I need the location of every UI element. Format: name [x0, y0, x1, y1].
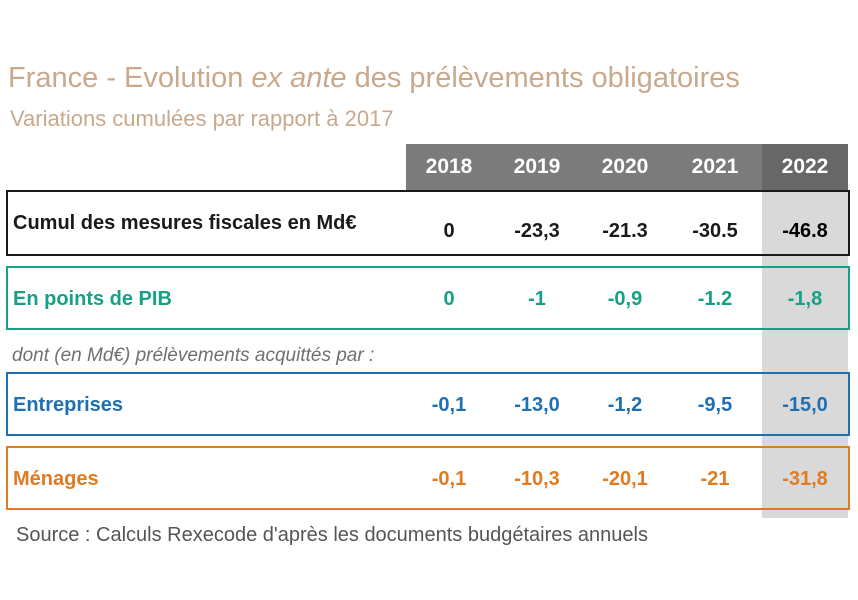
column-header-2022: 2022 [781, 155, 829, 178]
row-box-pib [6, 266, 850, 330]
cell-menages-2021: -21 [700, 468, 730, 490]
row-box-entreprises [6, 372, 850, 436]
row-label-entreprises: Entreprises [13, 394, 124, 416]
cell-entreprises-2021: -9,5 [697, 394, 733, 416]
cell-cumul-2022: -46.8 [782, 220, 828, 242]
cell-cumul-2019: -23,3 [514, 220, 560, 242]
cell-cumul-2020: -21.3 [602, 220, 648, 242]
highlight-column [762, 190, 848, 518]
cell-menages-2019: -10,3 [514, 468, 560, 490]
cell-pib-2020: -0,9 [607, 288, 643, 310]
cell-entreprises-2019: -13,0 [514, 394, 560, 416]
cell-pib-2019: -1 [528, 288, 546, 310]
cell-cumul-2018: 0 [443, 220, 455, 242]
header-highlight [762, 144, 848, 190]
row-box-menages [6, 446, 850, 510]
cell-menages-2020: -20,1 [602, 468, 648, 490]
cell-menages-2022: -31,8 [782, 468, 828, 490]
source-note: Source : Calculs Rexecode d'après les do… [16, 524, 648, 546]
chart-title: France - Evolution ex ante des prélèveme… [8, 62, 740, 94]
cell-entreprises-2020: -1,2 [607, 394, 643, 416]
column-header-2018: 2018 [425, 155, 473, 178]
cell-pib-2021: -1.2 [697, 288, 733, 310]
cell-entreprises-2018: -0,1 [431, 394, 467, 416]
cell-menages-2018: -0,1 [431, 468, 467, 490]
column-header-2021: 2021 [691, 155, 739, 178]
row-box-cumul [6, 190, 850, 256]
chart-subtitle: Variations cumulées par rapport à 2017 [10, 106, 394, 131]
breakdown-note: dont (en Md€) prélèvements acquittés par… [12, 345, 375, 366]
cell-cumul-2021: -30.5 [692, 220, 738, 242]
row-label-menages: Ménages [13, 468, 99, 490]
cell-entreprises-2022: -15,0 [782, 394, 828, 416]
column-header-2020: 2020 [601, 155, 649, 178]
row-label-cumul: Cumul des mesures fiscales en Md€ [13, 212, 357, 234]
cell-pib-2022: -1,8 [787, 288, 823, 310]
cell-pib-2018: 0 [443, 288, 455, 310]
column-header-2019: 2019 [513, 155, 561, 178]
row-label-pib: En points de PIB [13, 288, 172, 310]
